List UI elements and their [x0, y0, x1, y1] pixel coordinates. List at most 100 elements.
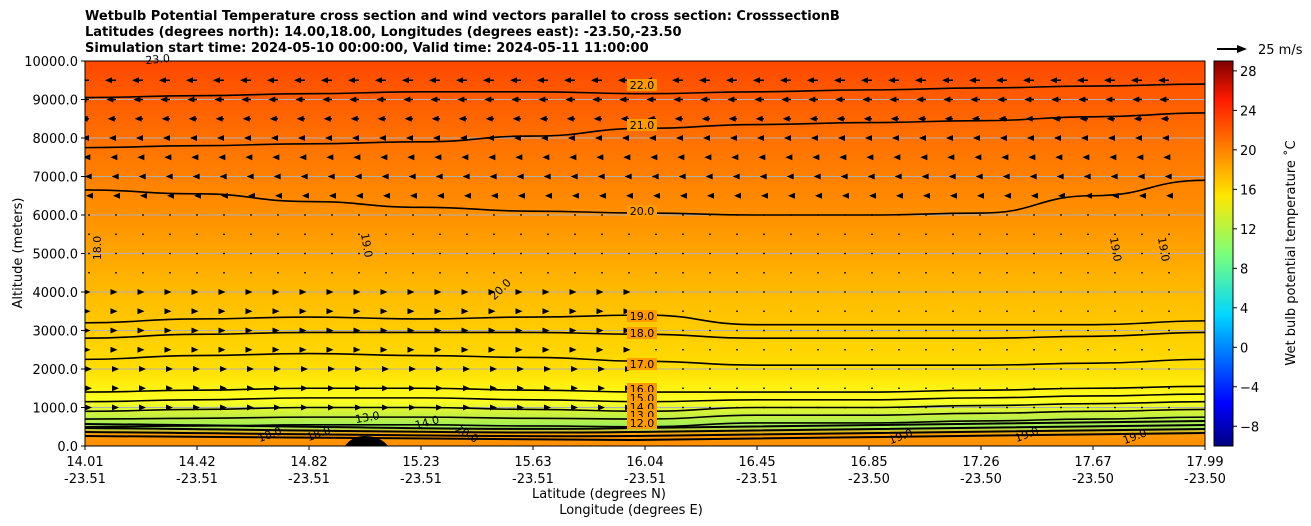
wind-vector: [952, 252, 954, 255]
title-line-3: Simulation start time: 2024-05-10 00:00:…: [85, 41, 649, 56]
wind-vector: [790, 310, 792, 313]
wind-vector: [790, 233, 792, 236]
wind-vector: [517, 366, 524, 372]
wind-vector: [488, 346, 496, 353]
wind-vector: [302, 192, 309, 199]
wind-vector: [326, 154, 334, 161]
wind-vector: [973, 135, 980, 141]
wind-vector: [137, 308, 145, 315]
wind-vector: [1110, 173, 1118, 180]
wind-vector: [790, 291, 792, 293]
wind-vector: [434, 289, 442, 295]
wind-vector: [682, 252, 684, 255]
wind-vector: [272, 308, 280, 315]
wind-vector: [142, 252, 144, 255]
wind-vector: [1033, 368, 1035, 370]
wind-vector: [655, 252, 657, 255]
wind-vector: [543, 173, 551, 180]
wind-vector: [296, 115, 304, 122]
wind-vector: [862, 96, 870, 103]
wind-vector: [997, 96, 1005, 103]
wind-vector: [1051, 96, 1059, 103]
wind-vector: [107, 115, 115, 122]
wind-vector: [196, 233, 198, 236]
colorbar-tick-label: 28: [1240, 65, 1257, 80]
contour-label-17.0: 17.0: [630, 358, 655, 371]
contour-label-12.0: 12.0: [630, 417, 655, 430]
wind-vector: [898, 310, 900, 313]
wind-vector: [709, 271, 711, 274]
wind-vector: [137, 346, 145, 353]
wind-vector: [326, 346, 334, 353]
wind-vector: [628, 252, 630, 255]
wind-vector: [1141, 233, 1143, 236]
wind-vector: [299, 154, 307, 161]
wind-vector: [461, 308, 469, 315]
wind-vector: [385, 252, 387, 255]
wind-vector: [435, 173, 443, 180]
wind-vector: [139, 366, 146, 372]
wind-vector: [325, 135, 332, 141]
wind-vector: [466, 271, 468, 274]
wind-vector: [304, 271, 306, 274]
wind-vector: [298, 135, 305, 141]
wind-vector: [1082, 154, 1090, 161]
wind-vector: [1087, 252, 1089, 255]
wind-vector: [115, 271, 117, 274]
wind-vector: [790, 329, 792, 332]
wind-vector: [1168, 252, 1170, 255]
wind-vector: [842, 192, 849, 199]
wind-vector: [736, 291, 738, 293]
wind-vector: [250, 252, 252, 255]
wind-vector: [646, 96, 654, 103]
colorbar-tick-label: 4: [1240, 302, 1248, 317]
wind-vector: [110, 289, 118, 295]
wind-vector: [898, 252, 900, 255]
wind-vector: [871, 368, 873, 370]
wind-vector: [348, 77, 355, 84]
wind-vector: [245, 289, 253, 295]
wind-vector: [515, 308, 523, 315]
wind-vector: [1114, 291, 1116, 293]
wind-vector: [322, 96, 330, 103]
wind-vector: [574, 214, 576, 216]
title-line-2: Latitudes (degrees north): 14.00,18.00, …: [85, 25, 682, 40]
wind-vector: [137, 289, 145, 295]
wind-vector: [545, 192, 552, 199]
y-tick-label: 9000.0: [33, 94, 79, 109]
wind-vector: [1081, 135, 1088, 141]
wind-vector: [732, 173, 740, 180]
quiver-key-arrow: [1217, 45, 1247, 53]
wind-vector: [267, 77, 274, 84]
wind-vector: [491, 192, 498, 199]
wind-vector: [518, 192, 525, 199]
wind-vector: [304, 233, 306, 236]
wind-vector: [888, 77, 895, 84]
wind-vector: [871, 329, 873, 332]
wind-vector: [591, 77, 598, 84]
wind-vector: [844, 291, 846, 293]
wind-vector: [407, 289, 415, 295]
wind-vector: [736, 233, 738, 236]
wind-vector: [871, 233, 873, 236]
wind-vector: [331, 214, 333, 216]
wind-vector: [163, 135, 170, 141]
wind-vector: [1114, 348, 1116, 351]
wind-vector: [1033, 329, 1035, 332]
wind-vector: [844, 368, 846, 370]
wind-vector: [628, 233, 630, 236]
wind-vector: [218, 154, 226, 161]
wind-vector: [354, 173, 362, 180]
wind-vector: [85, 347, 91, 353]
wind-vector: [704, 154, 712, 161]
wind-vector: [925, 387, 927, 390]
wind-vector: [86, 192, 93, 199]
wind-vector: [169, 214, 171, 216]
wind-vector: [835, 96, 843, 103]
wind-vector: [1168, 348, 1170, 351]
contour-label-bg: [627, 417, 657, 429]
wind-vector: [817, 387, 819, 390]
wind-vector: [898, 291, 900, 293]
wind-vector: [134, 115, 142, 122]
wind-vector: [385, 233, 387, 236]
